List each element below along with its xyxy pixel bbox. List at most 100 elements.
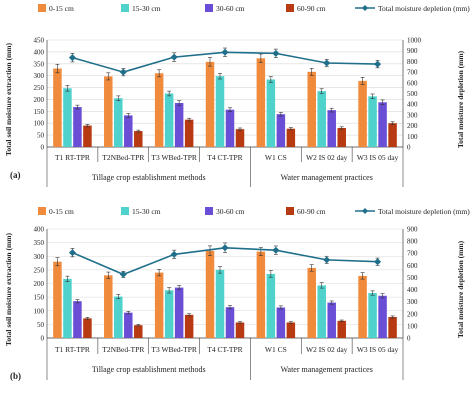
legend-swatch	[121, 207, 129, 215]
group-label: Water management practices	[281, 365, 373, 374]
error-bar	[65, 275, 70, 282]
bar	[53, 261, 62, 338]
bar	[174, 103, 184, 147]
error-bar	[218, 72, 222, 80]
bar	[276, 307, 286, 338]
y2-tick-label: 900	[407, 47, 418, 55]
bar	[154, 272, 164, 338]
bar	[286, 322, 296, 338]
bar	[205, 61, 215, 147]
y2-tick-label: 100	[407, 133, 418, 141]
y-axis-title: Total soil moisture extraction (mm)	[4, 43, 13, 156]
x-tick-label: W2 IS 02 day	[306, 153, 348, 162]
y2-tick-label: 300	[407, 298, 418, 306]
bar	[358, 80, 367, 147]
error-bar	[390, 315, 395, 319]
legend: 0-15 cm 15-30 cm 30-60 cm 60-90 cm Total moi…	[38, 207, 470, 216]
depletion-marker	[119, 270, 127, 278]
chart-panel-a: 0-15 cm 15-30 cm 30-60 cm 60-90 cm Total moi…	[4, 4, 470, 187]
legend-swatch	[286, 4, 294, 12]
y-tick-label: 100	[34, 120, 45, 128]
legend-swatch	[205, 4, 213, 12]
bar	[215, 76, 225, 147]
bar	[388, 317, 397, 338]
y-tick-label: 300	[34, 253, 45, 261]
bar	[235, 129, 245, 147]
error-bar	[136, 129, 141, 133]
bar	[73, 301, 82, 338]
y2-tick-label: 800	[407, 58, 418, 66]
error-bar	[106, 271, 111, 279]
y-tick-label: 200	[34, 280, 45, 288]
bar	[63, 88, 72, 147]
error-bar	[390, 121, 395, 125]
y-tick-label: 150	[34, 108, 45, 116]
error-bar	[126, 113, 131, 118]
depletion-marker	[170, 53, 178, 61]
group-label: Tillage crop establishment methods	[92, 365, 206, 374]
legend-swatch	[38, 4, 46, 12]
x-tick-label: T1 RT-TPR	[55, 345, 90, 354]
x-tick-label: W2 IS 02 day	[306, 345, 348, 354]
bar	[388, 123, 397, 147]
error-bar	[187, 313, 192, 317]
panel-label: (b)	[10, 371, 21, 381]
legend-item: 0-15 cm	[38, 4, 74, 13]
y2-tick-label: 0	[407, 144, 411, 152]
depletion-marker	[221, 244, 229, 252]
y2-tick-label: 100	[407, 322, 418, 330]
y-tick-label: 350	[34, 60, 45, 68]
bar	[73, 107, 82, 147]
y-tick-label: 350	[34, 239, 45, 247]
x-tick-label: T3 WBed-TPR	[151, 345, 196, 354]
chart-panel-b: 0-15 cm 15-30 cm 30-60 cm 60-90 cm Total moi…	[4, 207, 470, 381]
x-tick-label: T4 CT-TPR	[207, 153, 242, 162]
error-bar	[278, 111, 283, 117]
legend-item: Total moisture depletion (mm)	[355, 4, 470, 13]
legend-item: 15-30 cm	[121, 4, 161, 13]
error-bar	[380, 293, 385, 299]
y2-tick-label: 700	[407, 250, 418, 258]
error-bar	[238, 321, 242, 324]
error-bar	[309, 264, 314, 272]
legend-label: 30-60 cm	[216, 4, 245, 13]
error-bar	[167, 287, 172, 294]
bar	[368, 96, 377, 147]
bar	[114, 296, 123, 338]
error-bar	[339, 319, 344, 322]
group-label: Tillage crop establishment methods	[92, 173, 206, 182]
error-bar	[329, 107, 334, 113]
legend-swatch	[286, 207, 294, 215]
error-bar	[319, 88, 324, 94]
bar	[235, 322, 245, 338]
legend: 0-15 cm 15-30 cm 30-60 cm 60-90 cm Total moi…	[38, 4, 470, 13]
bar	[327, 302, 336, 338]
bar	[124, 115, 133, 147]
bar	[164, 93, 174, 147]
error-bar	[167, 90, 172, 97]
y2-tick-label: 600	[407, 262, 418, 270]
bar	[266, 273, 276, 338]
error-bar	[329, 300, 334, 305]
bar	[266, 79, 276, 147]
legend-swatch	[121, 4, 129, 12]
bar	[63, 278, 72, 338]
error-bar	[238, 127, 242, 131]
depletion-marker	[374, 60, 382, 68]
legend-item: 15-30 cm	[121, 207, 161, 216]
legend-item: 30-60 cm	[205, 4, 245, 13]
legend-label: Total moisture depletion (mm)	[378, 207, 470, 216]
x-tick-label: T2NBed-TPR	[102, 345, 144, 354]
bar	[307, 267, 316, 338]
bar	[286, 128, 296, 147]
y2-tick-label: 1000	[407, 37, 422, 45]
error-bar	[258, 53, 263, 63]
y2-tick-label: 0	[407, 335, 411, 343]
bar	[164, 290, 174, 338]
bar	[184, 119, 194, 147]
error-bar	[177, 100, 182, 106]
bar	[327, 110, 336, 147]
bar	[337, 127, 346, 147]
bar	[256, 251, 266, 338]
error-bar	[126, 310, 131, 315]
